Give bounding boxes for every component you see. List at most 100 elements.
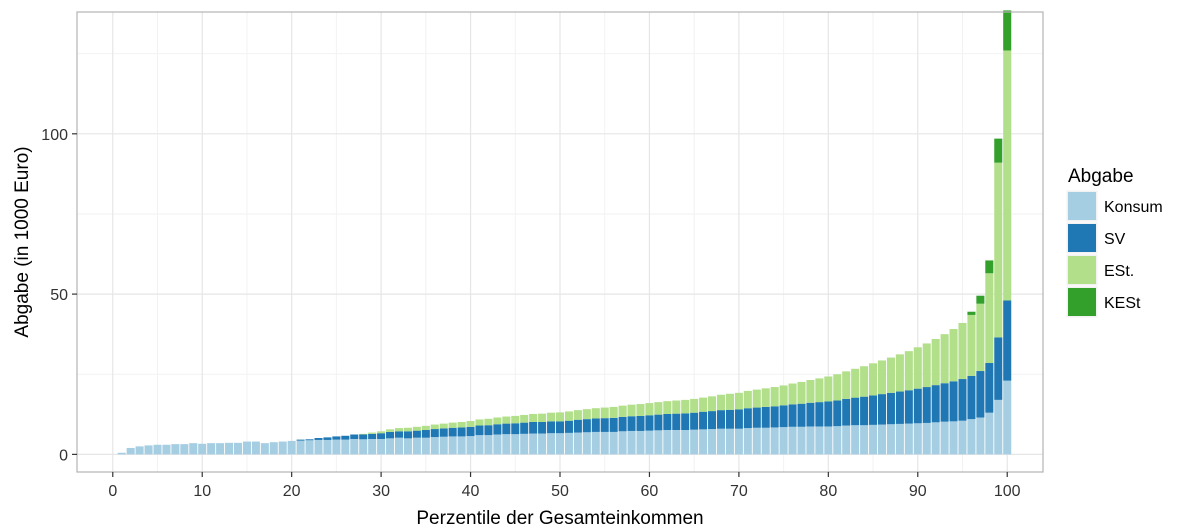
bar-segment (582, 419, 591, 433)
bar-segment (555, 412, 565, 422)
x-tick-label: 0 (108, 483, 117, 500)
bar-segment (394, 431, 404, 438)
bar-segment (484, 435, 493, 455)
bar-segment (824, 426, 833, 455)
bar-segment (368, 433, 377, 439)
bar-segment (430, 429, 439, 438)
bar-segment (770, 406, 779, 428)
bar-segment (493, 434, 502, 455)
bar-segment (699, 429, 708, 455)
bar-segment (538, 433, 547, 455)
bar-segment (484, 425, 493, 436)
bar-segment (573, 410, 582, 420)
bar-segment (216, 443, 225, 455)
bar-segment (547, 412, 556, 422)
y-tick-label: 50 (50, 287, 68, 304)
bar-segment (341, 435, 350, 440)
bar-segment (359, 439, 368, 455)
bar-segment (770, 387, 779, 407)
bar-segment (654, 430, 663, 455)
bar-segment (502, 434, 511, 455)
bar-segment (851, 368, 860, 398)
bar-segment (609, 406, 618, 418)
bar-segment (180, 444, 189, 455)
bar-segment (314, 439, 323, 455)
x-tick-label: 90 (909, 483, 927, 500)
bar-segment (645, 430, 654, 455)
bar-segment (475, 419, 484, 426)
bar-segment (743, 390, 752, 409)
bar-segment (412, 426, 421, 431)
bar-segment (976, 371, 985, 418)
bar-segment (386, 431, 395, 439)
bar-segment (359, 434, 368, 440)
bar-segment (851, 425, 860, 455)
bar-segment (815, 378, 824, 403)
bar-segment (421, 425, 430, 431)
bar-segment (1003, 10, 1012, 51)
bar-segment (797, 426, 806, 455)
bar-segment (332, 436, 341, 440)
bar-segment (860, 366, 869, 397)
bar-segment (940, 334, 949, 384)
bar-segment (466, 426, 475, 437)
bar-segment (645, 403, 654, 416)
legend-label: Konsum (1104, 199, 1163, 216)
x-tick-label: 60 (641, 483, 659, 500)
bar-segment (734, 409, 743, 429)
bar-segment (538, 421, 547, 434)
bar-segment (743, 408, 752, 429)
bar-segment (618, 405, 627, 417)
bar-segment (949, 381, 958, 422)
bar-segment (779, 427, 788, 455)
y-tick-label: 100 (41, 127, 68, 144)
bar-segment (207, 443, 216, 455)
bar-segment (493, 417, 502, 425)
x-tick-label: 80 (819, 483, 837, 500)
bar-segment (359, 433, 368, 435)
bar-segment (386, 429, 395, 432)
bar-segment (475, 435, 484, 455)
bar-segment (278, 441, 287, 455)
bar-segment (994, 399, 1003, 455)
bar-segment (976, 303, 985, 372)
bar-segment (985, 260, 994, 274)
bar-segment (493, 424, 502, 435)
bar-segment (466, 436, 475, 455)
bar-segment (922, 343, 931, 388)
bar-segment (412, 437, 421, 455)
bar-segment (985, 363, 994, 413)
bar-segment (985, 412, 994, 455)
bar-segment (725, 409, 734, 429)
bar-segment (627, 404, 636, 417)
bar-segment (877, 394, 887, 425)
bar-segment (162, 444, 171, 455)
bar-segment (681, 413, 690, 431)
bar-segment (421, 430, 430, 438)
bar-segment (716, 410, 726, 429)
bar-segment (296, 439, 305, 441)
bar-segment (502, 416, 511, 424)
bar-segment (600, 431, 609, 455)
bar-segment (1003, 50, 1012, 301)
x-tick-label: 40 (462, 483, 480, 500)
bar-segment (386, 438, 395, 455)
bar-segment (842, 425, 851, 455)
x-tick-label: 30 (372, 483, 390, 500)
bar-segment (609, 431, 618, 455)
bar-segment (332, 439, 341, 455)
bar-segment (895, 423, 904, 455)
bar-segment (663, 413, 672, 431)
bar-segment (582, 432, 591, 455)
bar-segment (564, 411, 573, 421)
bar-segment (815, 426, 824, 455)
bar-segment (457, 427, 466, 437)
bar-segment (600, 407, 609, 419)
bar-segment (806, 402, 815, 427)
bar-segment (403, 427, 412, 432)
bar-segment (725, 428, 734, 455)
legend-key-kest (1068, 288, 1096, 316)
bar-segment (761, 388, 770, 407)
bar-segment (654, 414, 663, 431)
bar-segment (958, 379, 967, 421)
